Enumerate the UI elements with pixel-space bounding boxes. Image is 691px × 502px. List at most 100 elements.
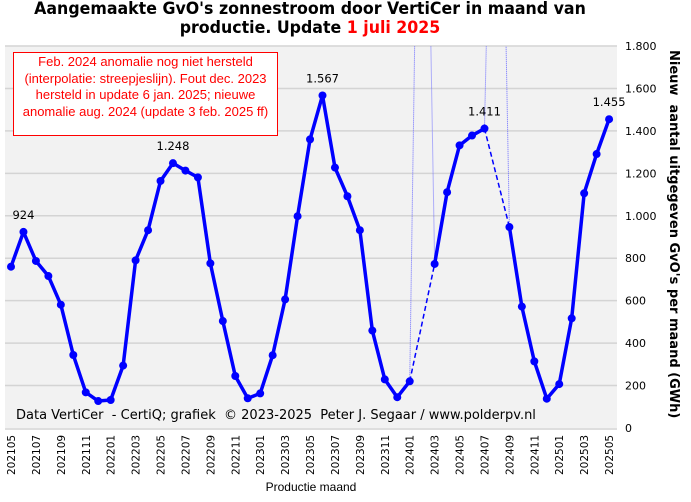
data-point xyxy=(517,302,526,311)
data-point xyxy=(505,223,514,232)
data-labels: 924 1.248 1.567 1.411 1.455 xyxy=(12,71,625,221)
series-segment xyxy=(520,304,537,364)
x-tick-label: 202203 xyxy=(131,435,143,475)
x-tick-label: 202307 xyxy=(330,435,342,475)
data-point xyxy=(580,189,589,198)
series-segment xyxy=(345,194,362,232)
chart-title-main: Aangemaakte GvO's zonnestroom door Verti… xyxy=(34,0,586,38)
chart-title-date: 1 juli 2025 xyxy=(346,18,441,38)
y-tick-label: 1.400 xyxy=(625,125,657,138)
x-tick-label: 202501 xyxy=(554,435,566,475)
x-tick-label: 202207 xyxy=(180,435,192,475)
data-point xyxy=(206,259,215,268)
series-segment xyxy=(108,363,125,402)
series-segment xyxy=(221,319,238,378)
series-segment xyxy=(46,274,63,307)
series-segment xyxy=(270,297,287,357)
x-tick-label: 202407 xyxy=(479,435,491,475)
series-segment xyxy=(283,214,300,302)
x-tick-label: 202309 xyxy=(355,435,367,475)
data-point xyxy=(306,135,315,144)
series-segment xyxy=(233,374,250,401)
chart-title: Aangemaakte GvO's zonnestroom door Verti… xyxy=(22,0,599,38)
series-points xyxy=(7,91,614,406)
data-point xyxy=(106,395,115,404)
data-label: 1.411 xyxy=(468,105,501,119)
annotation-box: Feb. 2024 anomalie nog niet hersteld (in… xyxy=(13,52,278,136)
series-segment xyxy=(557,316,574,386)
data-point xyxy=(318,91,327,100)
data-point xyxy=(156,176,165,185)
data-label: 1.567 xyxy=(306,71,339,85)
series-segment xyxy=(594,117,611,156)
data-point xyxy=(343,192,352,201)
y-tick-label: 1.600 xyxy=(625,82,657,95)
data-point xyxy=(81,388,90,397)
data-point xyxy=(44,272,53,281)
series-segment xyxy=(133,228,150,263)
x-tick-label: 202201 xyxy=(106,435,118,475)
x-tick-label: 202303 xyxy=(280,435,292,475)
y-tick-label: 800 xyxy=(625,252,646,265)
series-segment xyxy=(370,328,387,382)
y-tick-label: 1.800 xyxy=(625,40,657,53)
data-point xyxy=(56,300,65,309)
data-point xyxy=(144,226,153,235)
series-segment xyxy=(21,230,38,263)
data-point xyxy=(168,159,177,168)
data-point xyxy=(181,166,190,175)
series-segment xyxy=(582,152,599,196)
series-segment xyxy=(308,93,325,142)
x-axis-title: Productie maand xyxy=(266,480,357,494)
series-segment xyxy=(9,230,26,269)
x-tick-label: 202311 xyxy=(380,435,392,475)
data-point xyxy=(405,377,414,386)
data-point xyxy=(231,372,240,381)
data-point xyxy=(567,314,576,323)
series-segment xyxy=(358,228,375,333)
data-point xyxy=(368,326,377,335)
chart-credit: Data VertiCer - CertiQ; grafiek © 2023-2… xyxy=(16,408,536,423)
series-segment xyxy=(432,190,449,266)
x-tick-label: 202111 xyxy=(81,435,93,475)
x-tick-label: 202401 xyxy=(405,435,417,475)
series-segment xyxy=(569,191,586,321)
series-segment xyxy=(71,353,88,395)
y-tick-label: 400 xyxy=(625,337,646,350)
data-point xyxy=(19,227,28,236)
series-lines xyxy=(9,93,611,403)
series-segment xyxy=(507,225,524,309)
data-point xyxy=(293,212,302,221)
data-point xyxy=(592,150,601,159)
data-point xyxy=(268,351,277,360)
data-point xyxy=(218,317,227,326)
data-point xyxy=(131,256,140,265)
data-point xyxy=(69,350,78,359)
data-point xyxy=(256,389,265,398)
data-point xyxy=(7,262,15,271)
data-label: 1.455 xyxy=(593,95,626,109)
data-point xyxy=(193,173,202,182)
interpolation-line xyxy=(408,263,436,382)
data-point xyxy=(380,375,389,384)
interpolation-line xyxy=(483,128,511,228)
data-point xyxy=(119,361,128,370)
data-point xyxy=(94,397,103,406)
series-segment xyxy=(59,302,76,357)
series-segment xyxy=(295,137,312,218)
x-tick-label: 202105 xyxy=(6,435,18,475)
data-point xyxy=(605,115,614,124)
x-axis-ticks: 202105 202107 202109 202111 202201 202203 2022… xyxy=(6,435,616,475)
x-tick-label: 202505 xyxy=(604,435,616,475)
series-segment xyxy=(445,143,462,194)
x-tick-label: 202209 xyxy=(205,435,217,475)
data-point xyxy=(243,394,252,403)
data-point xyxy=(480,124,489,133)
data-point xyxy=(393,393,402,402)
series-segment xyxy=(258,353,275,396)
data-point xyxy=(468,131,477,140)
data-point xyxy=(443,188,452,197)
data-point xyxy=(430,259,439,268)
x-tick-label: 202411 xyxy=(529,435,541,475)
